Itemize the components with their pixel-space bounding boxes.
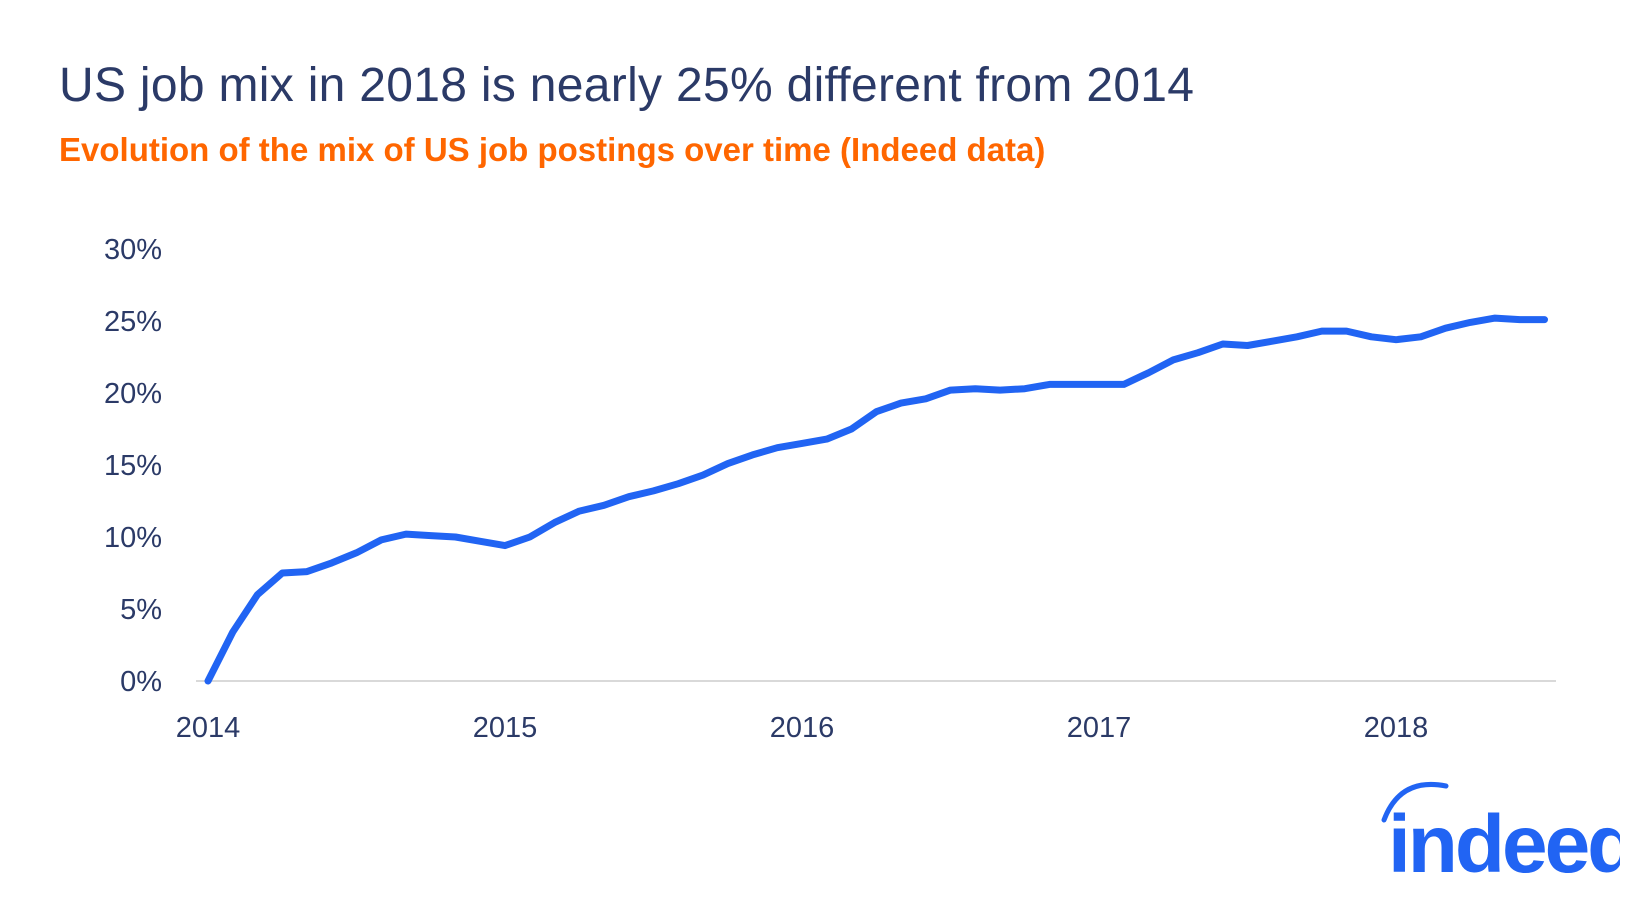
chart-subtitle: Evolution of the mix of US job postings … (59, 131, 1046, 168)
chart-title: US job mix in 2018 is nearly 25% differe… (59, 59, 1195, 112)
line-chart: 0% 5% 10% 15% 20% 25% 30% 2014 2015 2016 2017 2018 (104, 234, 1556, 744)
y-tick-label: 30% (104, 234, 162, 266)
x-tick-label: 2014 (176, 712, 241, 744)
y-tick-label: 20% (104, 378, 162, 410)
x-tick-label: 2017 (1067, 712, 1132, 744)
x-tick-label: 2015 (473, 712, 538, 744)
series-line (204, 314, 1548, 685)
indeed-logo: indeed (1380, 772, 1637, 890)
y-tick-label: 10% (104, 522, 162, 554)
y-tick-label: 25% (104, 306, 162, 338)
y-tick-label: 15% (104, 450, 162, 482)
x-tick-label: 2016 (770, 712, 835, 744)
logo-arc-icon (1381, 781, 1449, 823)
data-points (207, 318, 1545, 682)
logo-text: indeed (1388, 799, 1620, 882)
y-axis-ticks: 0% 5% 10% 15% 20% 25% 30% (104, 234, 162, 698)
x-tick-label: 2018 (1364, 712, 1429, 744)
x-axis-ticks: 2014 2015 2016 2017 2018 (176, 712, 1429, 744)
y-tick-label: 5% (120, 594, 162, 626)
y-tick-label: 0% (120, 666, 162, 698)
